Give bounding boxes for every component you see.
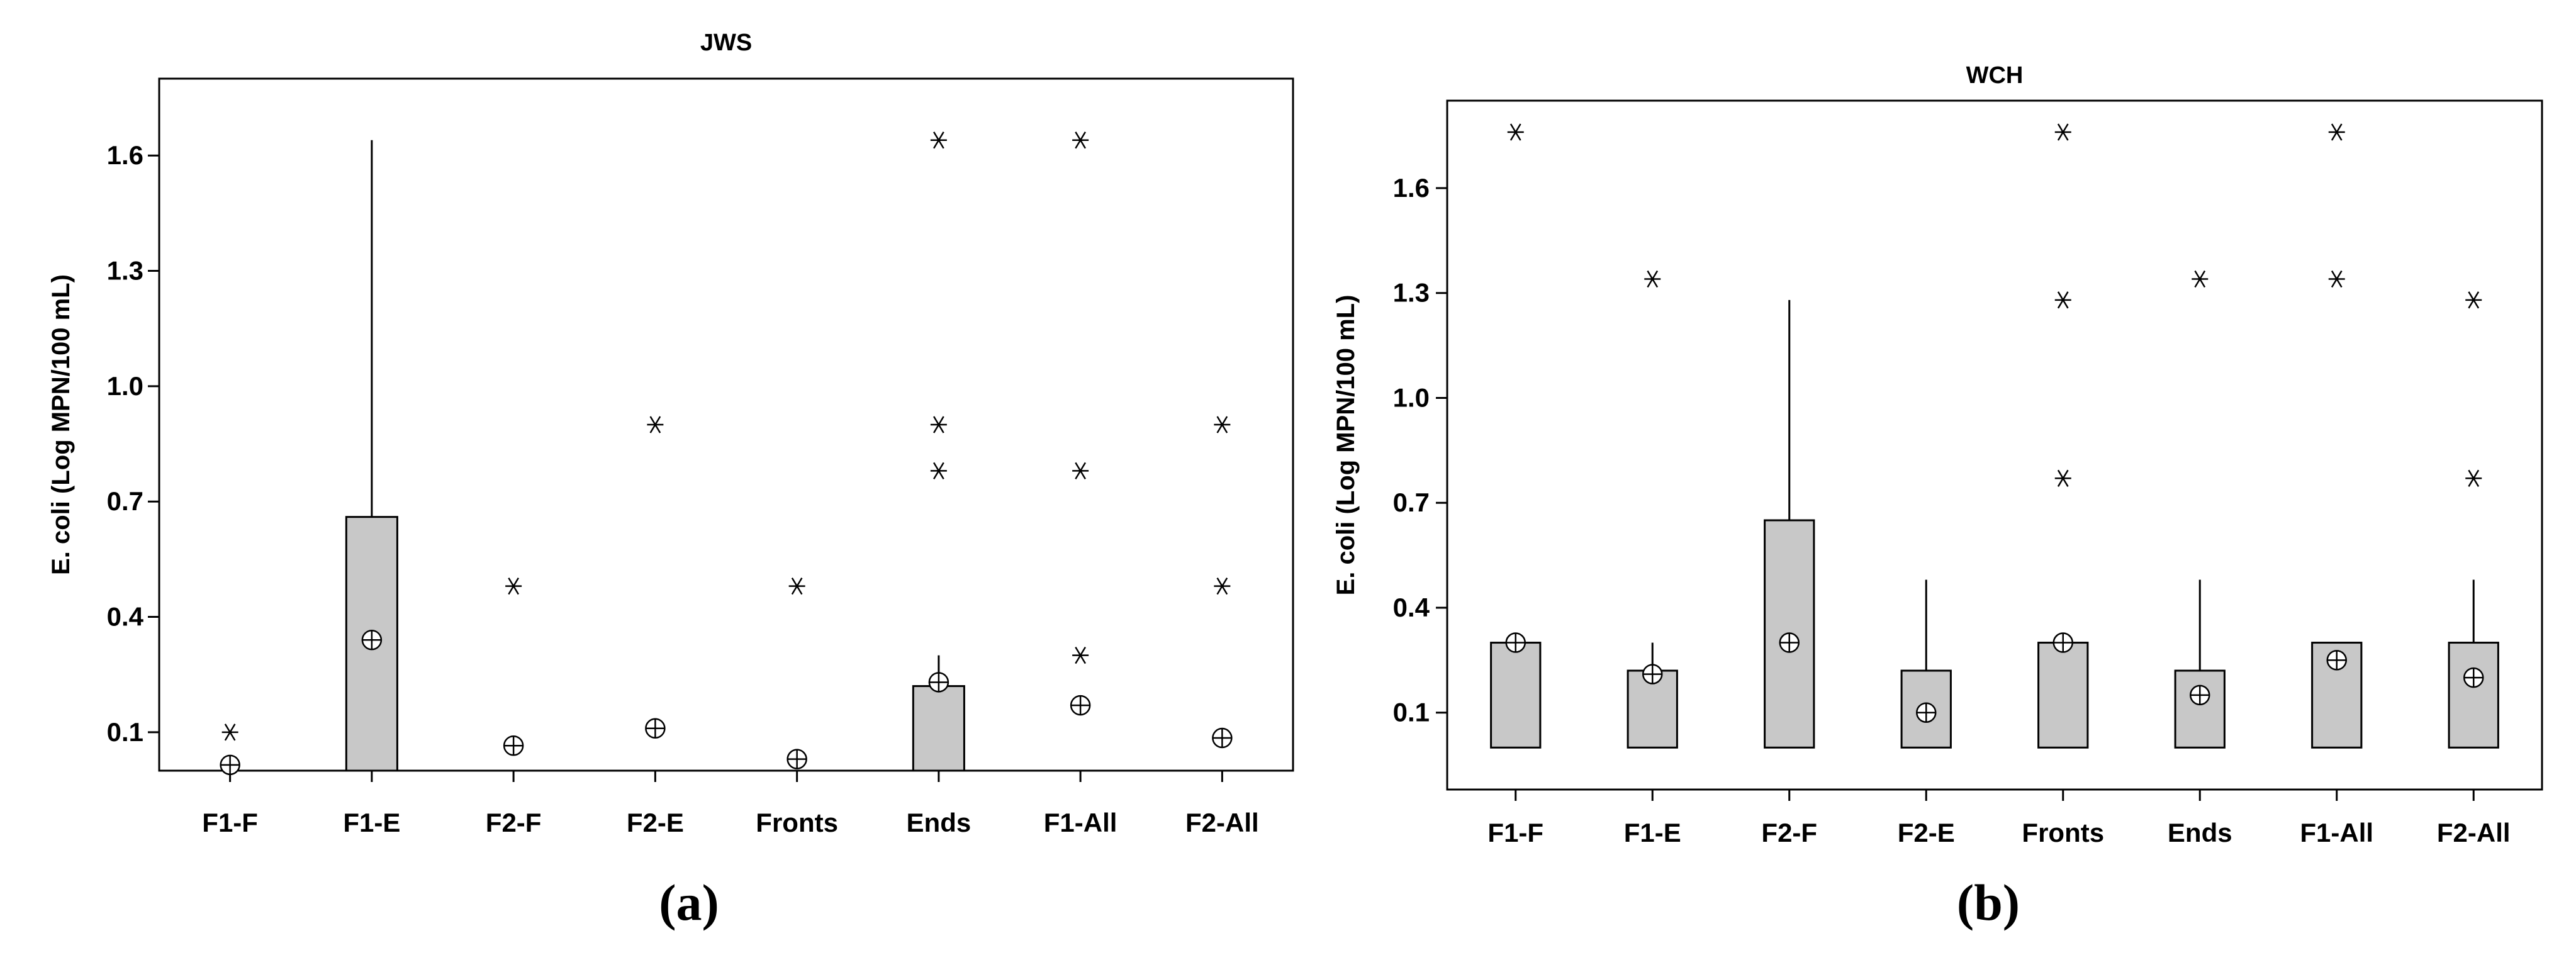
panel-b-chart: WCH 0.1 0.4 0.7 1.0 1.3 1.6 E. coli (Log MPN/10…: [1332, 62, 2543, 931]
outlier-marker: [2328, 123, 2345, 141]
box-f1-f: [204, 723, 256, 776]
outlier-marker: [647, 416, 664, 433]
y-tick-label: 0.1: [107, 717, 143, 747]
box-fronts: [2037, 123, 2089, 749]
outlier-marker: [2465, 469, 2482, 487]
y-axis-label: E. coli (Log MPN/100 mL): [1332, 295, 1360, 596]
box-body: [2174, 669, 2226, 749]
panel-a-chart: JWS 0.1 0.4 0.7 1.0 1.3 1.6 E. coli (Log MPN/10…: [47, 30, 1294, 931]
outlier-marker: [2465, 291, 2482, 309]
box-f1-all: [2311, 123, 2363, 749]
outlier-marker: [505, 578, 522, 595]
box-body: [2037, 642, 2089, 749]
y-tick-label: 0.4: [107, 602, 144, 632]
panel-label: (b): [1957, 874, 2020, 931]
outlier-marker: [788, 578, 805, 595]
y-tick-label: 1.6: [1393, 173, 1430, 203]
box-ends: [912, 131, 965, 772]
outlier-marker: [1214, 578, 1231, 595]
x-tick-label: F2-F: [486, 808, 542, 837]
x-tick-label: F1-E: [343, 808, 400, 837]
box-f2-all: [2448, 291, 2499, 749]
x-tick-label: F1-F: [1487, 818, 1543, 847]
box-f1-e: [345, 140, 398, 772]
x-tick-label: Ends: [2168, 818, 2232, 847]
y-tick-label: 0.1: [1393, 698, 1430, 727]
x-tick-label: F2-F: [1761, 818, 1817, 847]
box-f2-e: [629, 416, 681, 772]
outlier-marker: [1072, 131, 1089, 149]
x-tick-label: Ends: [907, 808, 972, 837]
x-tick-label: F1-All: [2300, 818, 2373, 847]
x-tick-label: F2-E: [1898, 818, 1955, 847]
x-tick-label: Fronts: [2022, 818, 2104, 847]
box-body: [1490, 642, 1542, 749]
outlier-marker: [1072, 462, 1089, 479]
y-tick-label: 1.0: [107, 371, 143, 401]
outlier-marker: [2054, 469, 2071, 487]
box-f1-f: [1490, 123, 1542, 749]
plot-frame: [158, 77, 1294, 772]
outlier-marker: [930, 462, 947, 479]
outlier-marker: [2054, 291, 2071, 309]
outlier-marker: [2192, 270, 2209, 288]
box-f2-all: [1196, 416, 1248, 772]
box-body: [2448, 642, 2499, 749]
y-tick-label: 0.7: [107, 486, 143, 516]
outlier-marker: [1072, 647, 1089, 664]
box-body: [1764, 519, 1815, 749]
y-tick-label: 0.4: [1393, 593, 1430, 622]
chart-title: WCH: [1966, 62, 2024, 89]
box-f1-e: [1627, 270, 1678, 749]
box-body: [912, 685, 965, 772]
box-ends: [2174, 270, 2226, 749]
x-tick-label: Fronts: [756, 808, 838, 837]
outlier-marker: [2054, 123, 2071, 141]
y-axis-label: E. coli (Log MPN/100 mL): [47, 274, 75, 575]
chart-title: JWS: [700, 30, 752, 56]
y-tick-label: 1.0: [1393, 383, 1430, 412]
outlier-marker: [930, 131, 947, 149]
outlier-marker: [1644, 270, 1661, 288]
panel-label: (a): [659, 874, 719, 931]
x-tick-label: F1-F: [202, 808, 258, 837]
outlier-marker: [221, 723, 238, 741]
outlier-marker: [930, 416, 947, 433]
x-tick-label: F2-E: [627, 808, 684, 837]
y-tick-label: 1.3: [107, 256, 143, 286]
y-tick-label: 0.7: [1393, 488, 1430, 517]
box-f1-all: [1055, 131, 1106, 772]
x-tick-label: F2-All: [2437, 818, 2511, 847]
outlier-marker: [2328, 270, 2345, 288]
box-f2-f: [1764, 299, 1815, 749]
box-f2-f: [488, 578, 539, 772]
plot-frame: [1446, 99, 2543, 791]
x-tick-label: F1-E: [1624, 818, 1681, 847]
x-tick-label: F1-All: [1044, 808, 1117, 837]
y-tick-label: 1.6: [107, 140, 143, 170]
x-tick-label: F2-All: [1185, 808, 1259, 837]
y-tick-label: 1.3: [1393, 278, 1430, 308]
box-f2-e: [1900, 579, 1952, 749]
outlier-marker: [1214, 416, 1231, 433]
box-fronts: [771, 578, 823, 772]
outlier-marker: [1507, 123, 1524, 141]
